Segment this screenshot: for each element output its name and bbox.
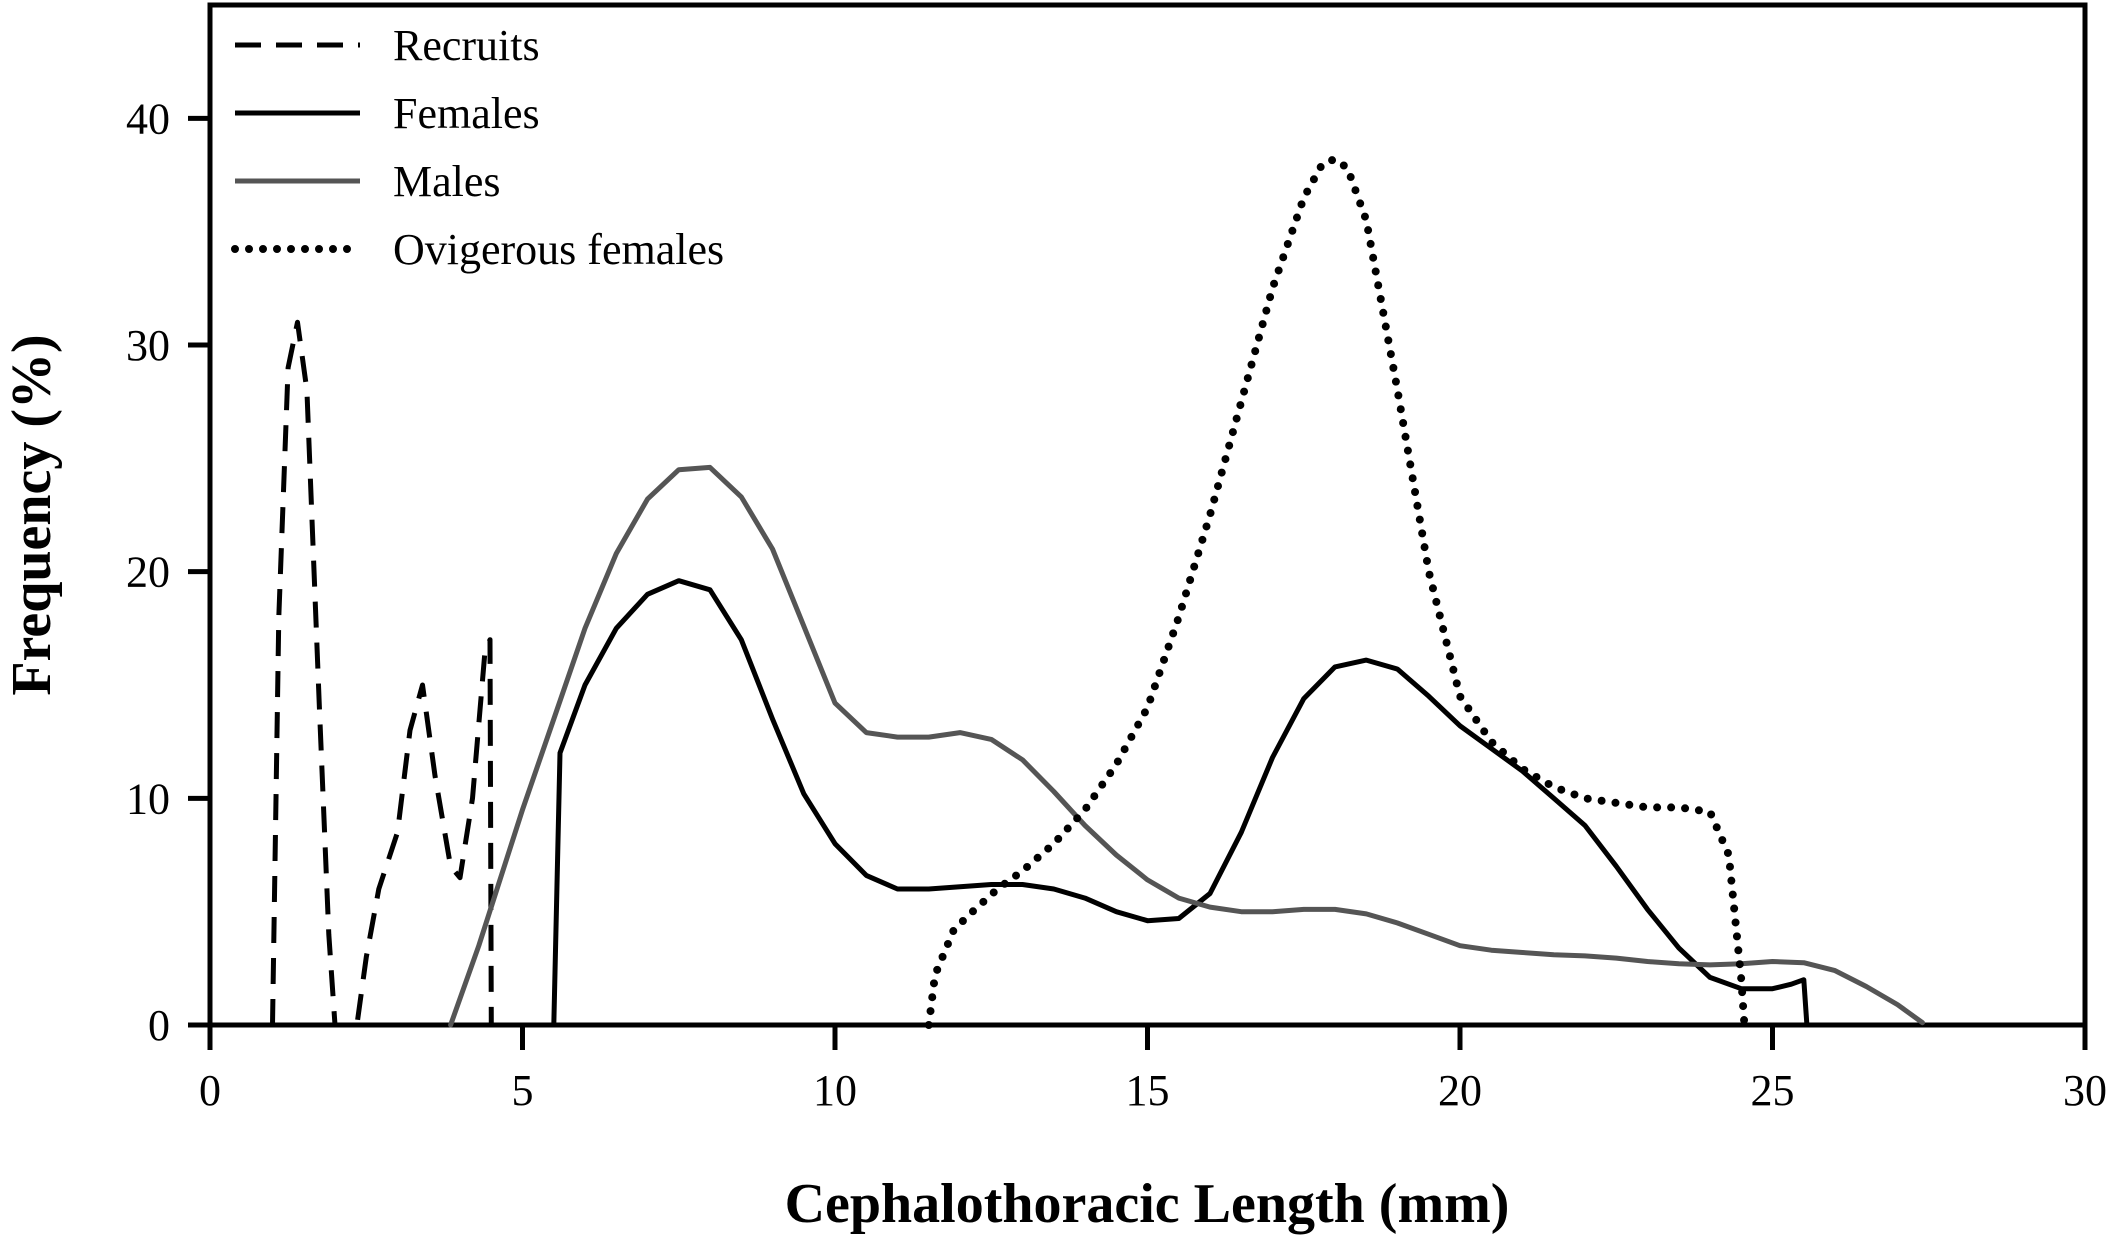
x-tick-label: 15 [1126,1066,1170,1115]
x-tick-label: 0 [199,1066,221,1115]
legend-label-males: Males [393,157,501,206]
x-axis: 0 5 10 15 20 25 30 [199,1025,2107,1115]
legend: Recruits Females Males Ovigerous females [231,21,724,274]
legend-label-females: Females [393,89,540,138]
x-tick-label: 20 [1438,1066,1482,1115]
series-line-ovigerous-females [924,155,1749,1029]
x-axis-title: Cephalothoracic Length (mm) [785,1173,1510,1235]
x-tick-label: 25 [1751,1066,1795,1115]
series-line-females [551,578,1810,1028]
x-tick-label: 5 [512,1066,534,1115]
y-tick-label: 30 [126,321,170,370]
y-axis-title: Frequency (%) [1,334,63,695]
series-layer [270,155,1925,1029]
y-axis: 0 10 20 30 40 [126,94,210,1050]
y-tick-label: 20 [126,548,170,597]
y-tick-label: 0 [148,1001,170,1050]
legend-label-recruits: Recruits [393,21,540,70]
legend-label-ovigerous-females: Ovigerous females [393,225,724,274]
series-line-males [448,464,1925,1028]
y-tick-label: 10 [126,774,170,823]
series-line-recruits [270,319,494,1028]
x-tick-label: 30 [2063,1066,2107,1115]
y-tick-label: 40 [126,94,170,143]
x-tick-label: 10 [813,1066,857,1115]
